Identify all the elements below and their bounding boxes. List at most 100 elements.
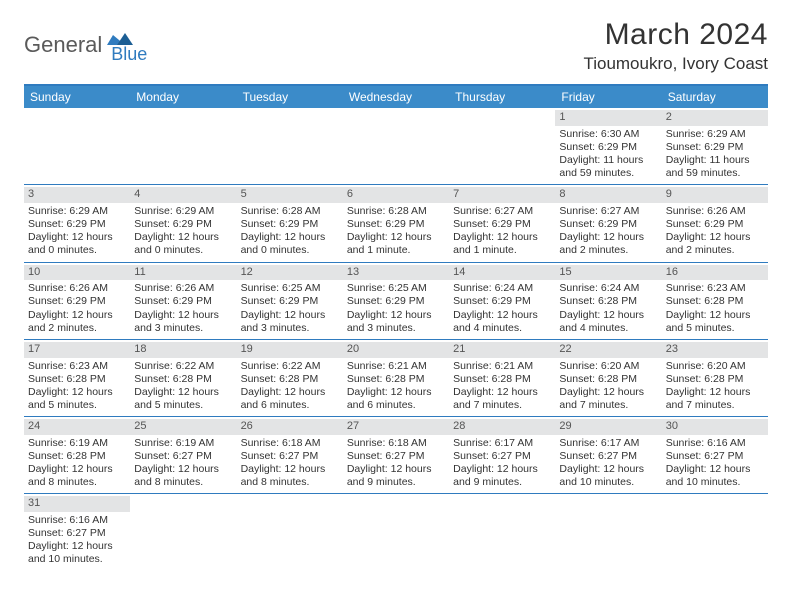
empty-day: [237, 110, 343, 125]
daylight-text-1: Daylight: 12 hours: [134, 463, 232, 476]
day-number: 21: [449, 342, 555, 358]
day-cell: 6Sunrise: 6:28 AMSunset: 6:29 PMDaylight…: [343, 185, 449, 261]
day-cell: 16Sunrise: 6:23 AMSunset: 6:28 PMDayligh…: [662, 263, 768, 339]
day-number: 19: [237, 342, 343, 358]
sunrise-text: Sunrise: 6:22 AM: [241, 360, 339, 373]
daylight-text-2: and 8 minutes.: [134, 476, 232, 489]
daylight-text-1: Daylight: 12 hours: [241, 309, 339, 322]
sunrise-text: Sunrise: 6:24 AM: [559, 282, 657, 295]
daylight-text-2: and 3 minutes.: [241, 322, 339, 335]
day-number: 30: [662, 419, 768, 435]
sunset-text: Sunset: 6:27 PM: [28, 527, 126, 540]
daylight-text-1: Daylight: 12 hours: [134, 309, 232, 322]
week-row: 17Sunrise: 6:23 AMSunset: 6:28 PMDayligh…: [24, 340, 768, 417]
day-cell: 23Sunrise: 6:20 AMSunset: 6:28 PMDayligh…: [662, 340, 768, 416]
day-cell: 19Sunrise: 6:22 AMSunset: 6:28 PMDayligh…: [237, 340, 343, 416]
header: General Blue March 2024 Tioumoukro, Ivor…: [24, 18, 768, 74]
empty-day: [343, 110, 449, 125]
daylight-text-2: and 59 minutes.: [559, 167, 657, 180]
day-number: 9: [662, 187, 768, 203]
dow-friday: Friday: [555, 86, 661, 108]
day-cell: [662, 494, 768, 570]
week-row: 1Sunrise: 6:30 AMSunset: 6:29 PMDaylight…: [24, 108, 768, 185]
empty-day: [24, 110, 130, 125]
day-cell: 10Sunrise: 6:26 AMSunset: 6:29 PMDayligh…: [24, 263, 130, 339]
day-cell: 28Sunrise: 6:17 AMSunset: 6:27 PMDayligh…: [449, 417, 555, 493]
day-cell: [449, 494, 555, 570]
daylight-text-2: and 10 minutes.: [28, 553, 126, 566]
daylight-text-1: Daylight: 12 hours: [666, 463, 764, 476]
daylight-text-1: Daylight: 11 hours: [666, 154, 764, 167]
day-number: 4: [130, 187, 236, 203]
location: Tioumoukro, Ivory Coast: [583, 54, 768, 74]
sunrise-text: Sunrise: 6:19 AM: [134, 437, 232, 450]
sunset-text: Sunset: 6:29 PM: [559, 218, 657, 231]
sunset-text: Sunset: 6:27 PM: [559, 450, 657, 463]
sunset-text: Sunset: 6:28 PM: [453, 373, 551, 386]
day-cell: 8Sunrise: 6:27 AMSunset: 6:29 PMDaylight…: [555, 185, 661, 261]
daylight-text-1: Daylight: 12 hours: [453, 309, 551, 322]
sunset-text: Sunset: 6:29 PM: [134, 295, 232, 308]
daylight-text-2: and 5 minutes.: [28, 399, 126, 412]
sunset-text: Sunset: 6:29 PM: [347, 295, 445, 308]
daylight-text-1: Daylight: 12 hours: [28, 386, 126, 399]
sunrise-text: Sunrise: 6:25 AM: [347, 282, 445, 295]
sunrise-text: Sunrise: 6:25 AM: [241, 282, 339, 295]
day-number: 10: [24, 265, 130, 281]
day-number: 1: [555, 110, 661, 126]
day-cell: 1Sunrise: 6:30 AMSunset: 6:29 PMDaylight…: [555, 108, 661, 184]
sunset-text: Sunset: 6:29 PM: [559, 141, 657, 154]
daylight-text-2: and 8 minutes.: [28, 476, 126, 489]
daylight-text-2: and 10 minutes.: [559, 476, 657, 489]
sunrise-text: Sunrise: 6:26 AM: [666, 205, 764, 218]
sunrise-text: Sunrise: 6:16 AM: [28, 514, 126, 527]
day-number: 20: [343, 342, 449, 358]
daylight-text-2: and 9 minutes.: [453, 476, 551, 489]
dow-saturday: Saturday: [662, 86, 768, 108]
day-number: 17: [24, 342, 130, 358]
sunset-text: Sunset: 6:27 PM: [134, 450, 232, 463]
day-cell: 11Sunrise: 6:26 AMSunset: 6:29 PMDayligh…: [130, 263, 236, 339]
daylight-text-1: Daylight: 12 hours: [666, 231, 764, 244]
sunset-text: Sunset: 6:28 PM: [666, 373, 764, 386]
day-cell: [130, 108, 236, 184]
daylight-text-2: and 7 minutes.: [453, 399, 551, 412]
sunrise-text: Sunrise: 6:27 AM: [559, 205, 657, 218]
day-cell: 22Sunrise: 6:20 AMSunset: 6:28 PMDayligh…: [555, 340, 661, 416]
daylight-text-1: Daylight: 12 hours: [453, 463, 551, 476]
day-cell: 2Sunrise: 6:29 AMSunset: 6:29 PMDaylight…: [662, 108, 768, 184]
sunset-text: Sunset: 6:27 PM: [347, 450, 445, 463]
sunrise-text: Sunrise: 6:21 AM: [347, 360, 445, 373]
daylight-text-1: Daylight: 12 hours: [347, 463, 445, 476]
sunrise-text: Sunrise: 6:28 AM: [241, 205, 339, 218]
sunrise-text: Sunrise: 6:16 AM: [666, 437, 764, 450]
day-number: 28: [449, 419, 555, 435]
calendar: Sunday Monday Tuesday Wednesday Thursday…: [24, 84, 768, 571]
daylight-text-2: and 3 minutes.: [347, 322, 445, 335]
daylight-text-1: Daylight: 12 hours: [134, 386, 232, 399]
daylight-text-2: and 0 minutes.: [134, 244, 232, 257]
daylight-text-1: Daylight: 12 hours: [241, 463, 339, 476]
daylight-text-2: and 6 minutes.: [347, 399, 445, 412]
sunset-text: Sunset: 6:29 PM: [28, 295, 126, 308]
dow-sunday: Sunday: [24, 86, 130, 108]
day-number: 3: [24, 187, 130, 203]
sunset-text: Sunset: 6:29 PM: [134, 218, 232, 231]
day-cell: 21Sunrise: 6:21 AMSunset: 6:28 PMDayligh…: [449, 340, 555, 416]
day-number: 6: [343, 187, 449, 203]
sunrise-text: Sunrise: 6:28 AM: [347, 205, 445, 218]
day-number: 24: [24, 419, 130, 435]
sunrise-text: Sunrise: 6:24 AM: [453, 282, 551, 295]
daylight-text-1: Daylight: 12 hours: [28, 231, 126, 244]
day-number: 31: [24, 496, 130, 512]
daylight-text-2: and 8 minutes.: [241, 476, 339, 489]
day-number: 29: [555, 419, 661, 435]
daylight-text-1: Daylight: 12 hours: [453, 231, 551, 244]
day-cell: 31Sunrise: 6:16 AMSunset: 6:27 PMDayligh…: [24, 494, 130, 570]
sunset-text: Sunset: 6:29 PM: [666, 141, 764, 154]
sunrise-text: Sunrise: 6:21 AM: [453, 360, 551, 373]
dow-wednesday: Wednesday: [343, 86, 449, 108]
sunset-text: Sunset: 6:27 PM: [453, 450, 551, 463]
day-number: 15: [555, 265, 661, 281]
day-cell: [343, 108, 449, 184]
